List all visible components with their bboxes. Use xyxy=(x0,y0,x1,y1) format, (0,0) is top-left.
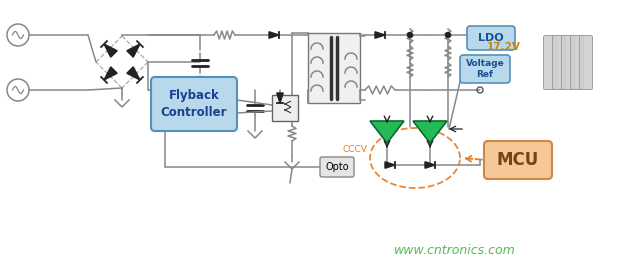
Polygon shape xyxy=(425,162,435,168)
Text: LDO: LDO xyxy=(478,33,504,43)
Polygon shape xyxy=(413,121,447,143)
Text: Opto: Opto xyxy=(325,162,349,172)
FancyBboxPatch shape xyxy=(151,77,237,131)
Text: www.cntronics.com: www.cntronics.com xyxy=(394,245,516,258)
Polygon shape xyxy=(370,121,404,143)
Polygon shape xyxy=(127,67,140,80)
Polygon shape xyxy=(127,44,140,57)
FancyBboxPatch shape xyxy=(467,26,515,50)
Circle shape xyxy=(446,33,451,38)
FancyBboxPatch shape xyxy=(320,157,354,177)
FancyBboxPatch shape xyxy=(484,141,552,179)
Polygon shape xyxy=(104,44,117,57)
Polygon shape xyxy=(277,93,283,103)
Text: MCU: MCU xyxy=(497,151,539,169)
Polygon shape xyxy=(385,162,395,168)
FancyBboxPatch shape xyxy=(579,36,592,90)
Text: 17.2V: 17.2V xyxy=(487,42,521,52)
Polygon shape xyxy=(104,67,117,80)
FancyBboxPatch shape xyxy=(571,36,584,90)
Circle shape xyxy=(408,33,412,38)
Text: Flyback
Controller: Flyback Controller xyxy=(161,90,228,118)
Text: Voltage
Ref: Voltage Ref xyxy=(466,59,504,79)
FancyBboxPatch shape xyxy=(552,36,566,90)
Polygon shape xyxy=(269,32,279,38)
FancyBboxPatch shape xyxy=(544,36,556,90)
FancyBboxPatch shape xyxy=(272,95,298,121)
FancyBboxPatch shape xyxy=(460,55,510,83)
Text: CCCV: CCCV xyxy=(342,145,367,154)
FancyBboxPatch shape xyxy=(308,33,360,103)
FancyBboxPatch shape xyxy=(561,36,574,90)
Polygon shape xyxy=(375,32,385,38)
